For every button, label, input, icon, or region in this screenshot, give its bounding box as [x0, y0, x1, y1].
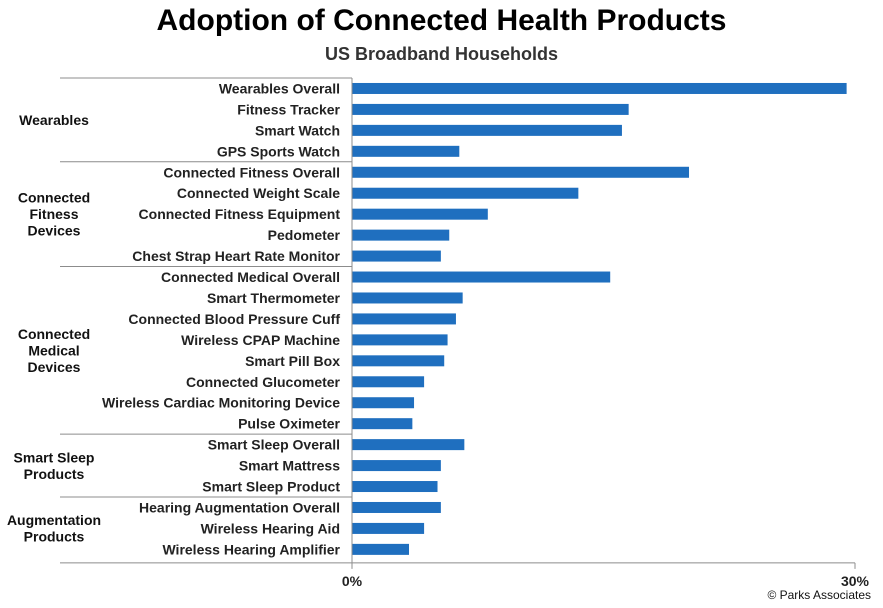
- bar: [352, 271, 611, 283]
- category-label: Wireless Cardiac Monitoring Device: [102, 395, 340, 411]
- group-label: Fitness: [29, 206, 78, 222]
- bar: [352, 355, 445, 367]
- chart-title: Adoption of Connected Health Products: [156, 4, 727, 37]
- bar: [352, 418, 413, 430]
- group-label: Connected: [18, 326, 90, 342]
- group-label: Products: [24, 466, 85, 482]
- group-label: Devices: [28, 359, 81, 375]
- bar: [352, 124, 622, 136]
- category-label: Connected Blood Pressure Cuff: [128, 311, 340, 327]
- category-label: Connected Fitness Overall: [163, 164, 340, 180]
- bar: [352, 543, 410, 555]
- category-label: Smart Thermometer: [207, 290, 341, 306]
- bar: [352, 292, 463, 304]
- category-label: Pulse Oximeter: [238, 416, 340, 432]
- group-label: Smart Sleep: [14, 449, 95, 465]
- bar: [352, 145, 460, 157]
- category-label: Hearing Augmentation Overall: [139, 499, 340, 515]
- bar: [352, 313, 456, 325]
- category-label: Smart Watch: [255, 122, 340, 138]
- category-label: Connected Fitness Equipment: [139, 206, 341, 222]
- chart-subtitle: US Broadband Households: [324, 44, 558, 64]
- copyright-footer: © Parks Associates: [767, 588, 871, 602]
- group-label: Medical: [28, 342, 79, 358]
- bar: [352, 501, 441, 513]
- bar: [352, 103, 629, 115]
- bar: [352, 481, 438, 493]
- bar: [352, 439, 465, 451]
- group-label: Wearables: [19, 112, 89, 128]
- bar: [352, 397, 415, 409]
- bar: [352, 82, 847, 94]
- category-label: Connected Glucometer: [186, 374, 341, 390]
- bar: [352, 208, 488, 220]
- category-label: Wireless Hearing Aid: [201, 520, 340, 536]
- category-label: Pedometer: [268, 227, 341, 243]
- bar: [352, 522, 425, 534]
- bar: [352, 460, 441, 472]
- bar: [352, 334, 448, 346]
- bar: [352, 376, 425, 388]
- category-label: Wireless CPAP Machine: [181, 332, 340, 348]
- category-label: GPS Sports Watch: [217, 143, 340, 159]
- category-label: Wearables Overall: [219, 80, 340, 96]
- category-label: Smart Sleep Product: [202, 479, 340, 495]
- group-label: Connected: [18, 190, 90, 206]
- group-label: Products: [24, 529, 85, 545]
- bar: [352, 229, 450, 241]
- x-tick-label: 0%: [342, 573, 363, 589]
- bar: [352, 187, 579, 199]
- x-tick-label: 30%: [841, 573, 870, 589]
- bar: [352, 166, 690, 178]
- group-label: Augmentation: [7, 512, 101, 528]
- category-label: Smart Mattress: [239, 458, 340, 474]
- category-label: Smart Pill Box: [245, 353, 340, 369]
- category-label: Connected Medical Overall: [161, 269, 340, 285]
- category-label: Connected Weight Scale: [177, 185, 340, 201]
- group-label: Devices: [28, 223, 81, 239]
- category-label: Smart Sleep Overall: [208, 437, 340, 453]
- bar: [352, 250, 441, 262]
- category-label: Fitness Tracker: [237, 101, 340, 117]
- category-label: Wireless Hearing Amplifier: [162, 541, 340, 557]
- category-label: Chest Strap Heart Rate Monitor: [132, 248, 340, 264]
